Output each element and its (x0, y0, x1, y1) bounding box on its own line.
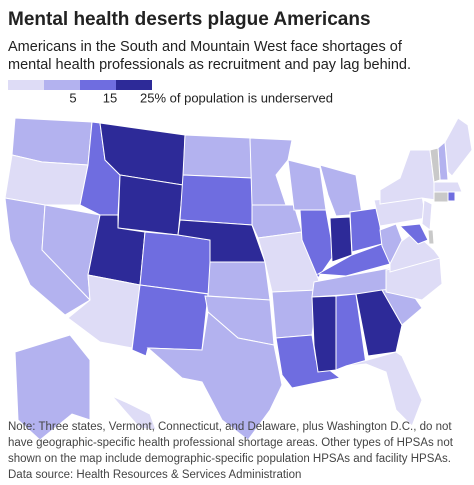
no-data-state (429, 147, 441, 183)
state (182, 134, 253, 179)
state (447, 191, 456, 202)
chart-title: Mental health deserts plague Americans (8, 9, 371, 30)
legend: 5 15 25% of population is underserved (8, 80, 333, 105)
legend-swatch (8, 80, 44, 90)
state (275, 334, 342, 389)
state (311, 295, 337, 373)
state (131, 284, 209, 357)
legend-swatch (116, 80, 152, 90)
state (146, 311, 283, 441)
state (207, 261, 271, 301)
state (117, 174, 184, 236)
state (379, 149, 437, 205)
legend-swatch (80, 80, 116, 90)
state (433, 181, 463, 193)
legend-label: 15 (103, 90, 117, 105)
source: Data source: Health Resources & Services… (8, 469, 301, 481)
note: have geographic-specific health professi… (8, 437, 454, 449)
state (271, 289, 319, 339)
state (444, 117, 473, 177)
legend-label: 25% of population is underserved (140, 90, 333, 105)
note: shown on the map include demographic-spe… (8, 453, 451, 465)
state (14, 334, 91, 441)
subtitle: Americans in the South and Mountain West… (8, 39, 403, 55)
note: Note: Three states, Vermont, Connecticut… (8, 421, 452, 433)
state (329, 216, 353, 263)
state (139, 231, 211, 295)
state (398, 223, 429, 245)
state (299, 209, 335, 280)
state (355, 289, 403, 357)
legend-label: 5 (69, 90, 76, 105)
state (345, 351, 423, 427)
map (4, 117, 473, 441)
state (319, 164, 363, 217)
state (249, 137, 293, 206)
no-data-state (433, 191, 449, 203)
state (379, 223, 403, 266)
state (111, 395, 157, 431)
state (421, 199, 433, 231)
subtitle: mental health professionals as recruitme… (8, 57, 411, 73)
no-data-state (427, 229, 435, 245)
legend-swatch (44, 80, 80, 90)
state (179, 174, 253, 226)
